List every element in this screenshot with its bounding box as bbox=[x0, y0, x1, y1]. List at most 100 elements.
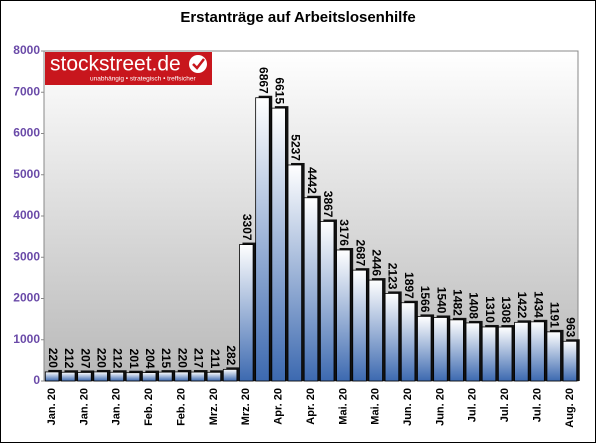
y-tick-label: 7000 bbox=[13, 84, 40, 98]
x-tick-label: Apr. 20 bbox=[305, 388, 317, 425]
x-tick-label: Feb. 20 bbox=[143, 388, 155, 426]
x-tick-label: Jul. 20 bbox=[467, 388, 479, 422]
bar bbox=[546, 331, 561, 382]
value-label: 1566 bbox=[418, 286, 432, 313]
value-label: 2687 bbox=[353, 239, 367, 266]
x-tick-label: Feb. 20 bbox=[175, 388, 187, 426]
value-label: 204 bbox=[143, 349, 157, 369]
value-label: 215 bbox=[159, 348, 173, 368]
value-label: 963 bbox=[564, 317, 578, 337]
bar bbox=[158, 371, 173, 382]
bar bbox=[514, 321, 529, 382]
y-tick-label: 6000 bbox=[13, 126, 40, 140]
x-tick-label: Jun. 20 bbox=[434, 388, 446, 426]
value-label: 2123 bbox=[386, 263, 400, 290]
value-label: 211 bbox=[208, 349, 222, 369]
bar bbox=[206, 371, 222, 382]
bar bbox=[352, 269, 367, 382]
value-label: 2446 bbox=[370, 249, 384, 276]
value-label: 212 bbox=[111, 348, 125, 368]
value-label: 6615 bbox=[272, 77, 286, 104]
logo-tagline: unabhängig • strategisch • treffsicher bbox=[90, 76, 196, 83]
value-label: 4442 bbox=[305, 167, 319, 194]
value-label: 3176 bbox=[337, 219, 351, 246]
bar bbox=[400, 302, 416, 382]
value-label: 1308 bbox=[499, 296, 513, 323]
chart-title: Erstanträge auf Arbeitslosenhilfe bbox=[180, 9, 415, 26]
value-label: 1540 bbox=[434, 287, 448, 314]
value-label: 220 bbox=[94, 348, 108, 368]
bar bbox=[109, 371, 125, 382]
x-tick-label: Apr. 20 bbox=[273, 388, 285, 425]
bar bbox=[174, 371, 189, 382]
x-tick-label: Jul. 20 bbox=[531, 388, 543, 422]
bar bbox=[271, 107, 286, 382]
value-label: 212 bbox=[62, 348, 76, 368]
value-label: 217 bbox=[192, 348, 206, 368]
bar bbox=[417, 316, 432, 382]
bar bbox=[61, 371, 76, 382]
value-label: 6867 bbox=[256, 67, 270, 94]
logo-check bbox=[192, 58, 205, 70]
bar bbox=[222, 368, 238, 382]
value-label: 1310 bbox=[483, 296, 497, 323]
bar bbox=[93, 371, 108, 382]
y-tick-label: 1000 bbox=[13, 332, 40, 346]
bar bbox=[530, 321, 545, 382]
y-tick-label: 4000 bbox=[13, 208, 40, 222]
value-label: 1482 bbox=[450, 289, 464, 316]
value-label: 1434 bbox=[531, 291, 545, 318]
value-label: 282 bbox=[224, 345, 238, 365]
x-tick-label: Mrz. 20 bbox=[240, 388, 252, 425]
value-label: 1191 bbox=[548, 302, 562, 328]
bar bbox=[190, 371, 205, 382]
bar bbox=[562, 340, 578, 382]
bar bbox=[303, 197, 319, 382]
x-tick-label: Mrz. 20 bbox=[208, 388, 220, 425]
y-tick-label: 3000 bbox=[13, 249, 40, 263]
x-tick-label: Jan. 20 bbox=[111, 388, 123, 425]
bar bbox=[319, 221, 335, 382]
bar bbox=[465, 322, 481, 382]
logo-name: stockstreet.de bbox=[50, 53, 181, 76]
x-tick-label: Jul. 20 bbox=[499, 388, 511, 422]
bar bbox=[255, 97, 270, 382]
x-tick-label: Mai. 20 bbox=[337, 388, 349, 425]
bar bbox=[368, 279, 383, 382]
value-label: 220 bbox=[175, 348, 189, 368]
logo-box bbox=[45, 52, 212, 85]
y-tick-label: 0 bbox=[33, 373, 40, 387]
value-label: 3307 bbox=[240, 214, 254, 241]
value-label: 201 bbox=[127, 349, 141, 369]
bar bbox=[287, 164, 303, 382]
bar bbox=[141, 372, 157, 382]
value-label: 207 bbox=[78, 348, 92, 368]
x-tick-label: Aug. 20 bbox=[564, 388, 576, 428]
bar bbox=[77, 372, 92, 382]
bar bbox=[384, 293, 400, 382]
bar bbox=[125, 372, 141, 382]
logo-icon bbox=[189, 55, 207, 73]
value-label: 1408 bbox=[467, 292, 481, 319]
bar bbox=[433, 317, 448, 382]
value-label: 1897 bbox=[402, 272, 416, 299]
x-tick-label: Jan. 20 bbox=[78, 388, 90, 425]
x-tick-label: Jun. 20 bbox=[402, 388, 414, 426]
value-label: 3867 bbox=[321, 191, 335, 218]
value-label: 220 bbox=[46, 348, 60, 368]
y-tick-label: 2000 bbox=[13, 291, 40, 305]
bar bbox=[44, 371, 60, 382]
y-tick-label: 5000 bbox=[13, 167, 40, 181]
bar bbox=[449, 319, 464, 382]
y-tick-label: 8000 bbox=[13, 43, 40, 57]
logo: stockstreet.de unabhängig • strategisch … bbox=[45, 52, 212, 85]
x-tick-label: Jan. 20 bbox=[46, 388, 58, 425]
bar bbox=[481, 326, 497, 382]
bar bbox=[497, 326, 513, 382]
x-tick-label: Mai. 20 bbox=[370, 388, 382, 425]
value-label: 1422 bbox=[515, 292, 529, 319]
value-label: 5237 bbox=[289, 134, 303, 161]
bar bbox=[239, 244, 254, 382]
bar bbox=[336, 249, 351, 382]
